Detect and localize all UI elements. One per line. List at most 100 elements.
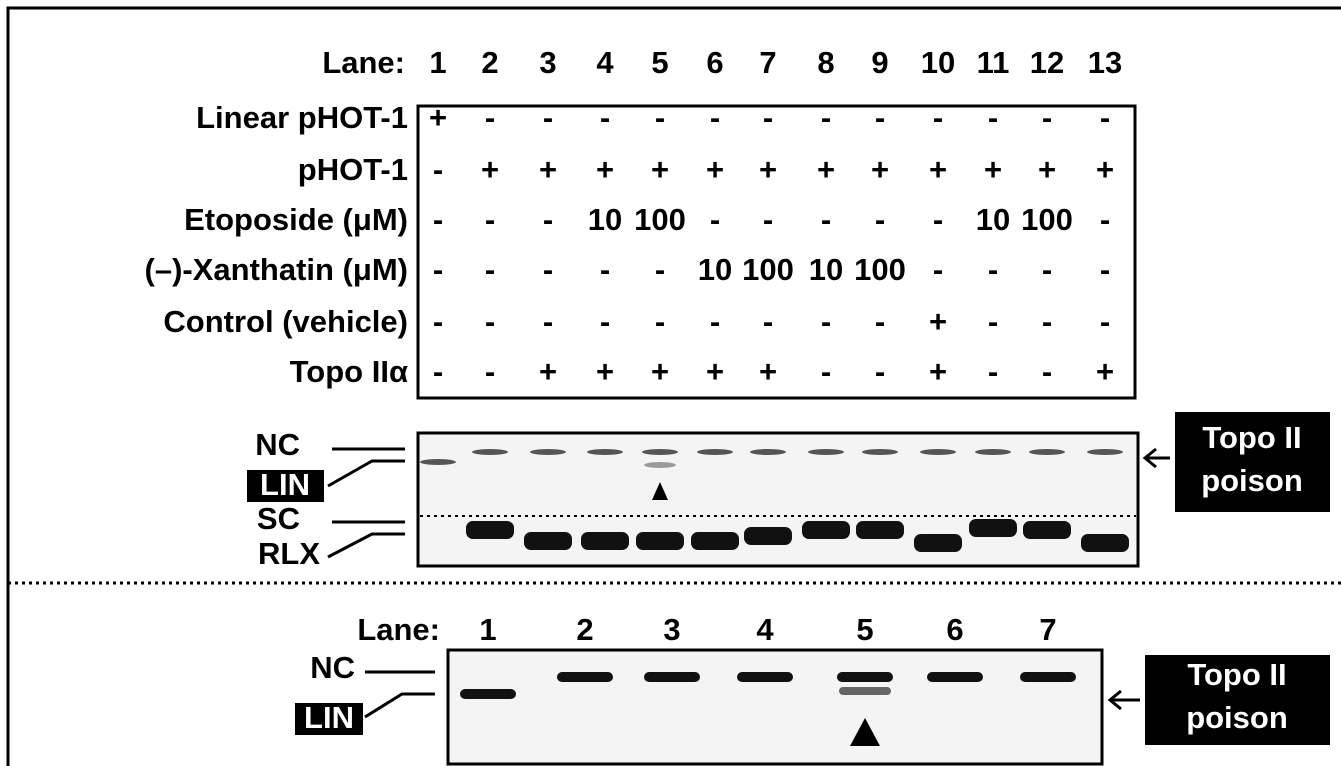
cell: + bbox=[817, 152, 835, 187]
cell: - bbox=[710, 202, 720, 237]
cell: - bbox=[485, 304, 495, 339]
cell: - bbox=[433, 202, 443, 237]
lane-label: Lane: bbox=[322, 45, 405, 80]
band bbox=[691, 532, 739, 550]
cell: + bbox=[651, 152, 669, 187]
gel-label: RLX bbox=[258, 536, 320, 571]
cell: + bbox=[429, 100, 447, 135]
lane-number: 13 bbox=[1088, 45, 1122, 80]
band bbox=[856, 521, 904, 539]
cell: 10 bbox=[809, 252, 843, 287]
band bbox=[581, 532, 629, 550]
cell: - bbox=[821, 304, 831, 339]
side-arrow bbox=[1145, 449, 1170, 467]
cell: - bbox=[543, 202, 553, 237]
side-label: poison bbox=[1201, 463, 1303, 498]
lane-number: 6 bbox=[706, 45, 723, 80]
cell: + bbox=[651, 354, 669, 389]
lane-number: 3 bbox=[539, 45, 556, 80]
cell: 100 bbox=[854, 252, 906, 287]
cell: - bbox=[988, 304, 998, 339]
cell: - bbox=[875, 304, 885, 339]
band bbox=[697, 449, 733, 455]
band bbox=[1081, 534, 1129, 552]
band bbox=[644, 462, 676, 468]
cell: - bbox=[1042, 304, 1052, 339]
cell: + bbox=[871, 152, 889, 187]
side-label: Topo II bbox=[1202, 420, 1301, 455]
band bbox=[636, 532, 684, 550]
cell: - bbox=[875, 354, 885, 389]
band bbox=[1023, 521, 1071, 539]
cell: - bbox=[988, 252, 998, 287]
cell: - bbox=[543, 100, 553, 135]
band bbox=[642, 449, 678, 455]
lane-number: 3 bbox=[663, 612, 680, 647]
cell: - bbox=[485, 202, 495, 237]
cell: 100 bbox=[634, 202, 686, 237]
lane-number: 10 bbox=[921, 45, 955, 80]
cell: 10 bbox=[976, 202, 1010, 237]
side-arrow bbox=[1110, 691, 1140, 709]
band bbox=[914, 534, 962, 552]
cell: + bbox=[929, 152, 947, 187]
cell: - bbox=[485, 354, 495, 389]
cell: - bbox=[485, 100, 495, 135]
band bbox=[837, 672, 893, 682]
cell: - bbox=[763, 202, 773, 237]
cell: - bbox=[1100, 252, 1110, 287]
cell: - bbox=[710, 304, 720, 339]
cell: 100 bbox=[742, 252, 794, 287]
lane-number: 7 bbox=[1039, 612, 1056, 647]
row-label: pHOT-1 bbox=[298, 152, 408, 187]
cell: - bbox=[763, 100, 773, 135]
cell: - bbox=[655, 252, 665, 287]
side-label: poison bbox=[1186, 700, 1288, 735]
row-label: Control (vehicle) bbox=[163, 304, 408, 339]
cell: + bbox=[539, 354, 557, 389]
figure: Lane: NC LIN SC RLX Topo II poison Lane:… bbox=[0, 0, 1341, 766]
cell: - bbox=[655, 304, 665, 339]
cell: - bbox=[875, 100, 885, 135]
cell: - bbox=[821, 354, 831, 389]
band bbox=[969, 519, 1017, 537]
gel-label: SC bbox=[257, 501, 300, 536]
cell: - bbox=[1100, 202, 1110, 237]
band bbox=[1029, 449, 1065, 455]
lane-number: 9 bbox=[871, 45, 888, 80]
cell: - bbox=[433, 354, 443, 389]
cell: + bbox=[706, 152, 724, 187]
band bbox=[524, 532, 572, 550]
cell: - bbox=[1042, 100, 1052, 135]
band bbox=[862, 449, 898, 455]
cell: 10 bbox=[588, 202, 622, 237]
cell: + bbox=[929, 354, 947, 389]
lane-number: 7 bbox=[759, 45, 776, 80]
cell: + bbox=[759, 152, 777, 187]
lane-number: 2 bbox=[481, 45, 498, 80]
row-label: Topo IIα bbox=[290, 354, 408, 389]
cell: - bbox=[988, 100, 998, 135]
band bbox=[460, 689, 516, 699]
lane-number: 8 bbox=[817, 45, 834, 80]
lane-number: 4 bbox=[596, 45, 614, 80]
band bbox=[802, 521, 850, 539]
cell: - bbox=[485, 252, 495, 287]
cell: + bbox=[1096, 354, 1114, 389]
band bbox=[927, 672, 983, 682]
band bbox=[1087, 449, 1123, 455]
gel-label: NC bbox=[255, 427, 300, 462]
band bbox=[750, 449, 786, 455]
cell: - bbox=[1100, 304, 1110, 339]
cell: - bbox=[655, 100, 665, 135]
band bbox=[920, 449, 956, 455]
band bbox=[530, 449, 566, 455]
cell: - bbox=[821, 202, 831, 237]
band bbox=[557, 672, 613, 682]
band bbox=[744, 527, 792, 545]
lane-number: 5 bbox=[856, 612, 873, 647]
cell: - bbox=[821, 100, 831, 135]
cell: - bbox=[543, 304, 553, 339]
lane-number: 6 bbox=[946, 612, 963, 647]
cell: 100 bbox=[1021, 202, 1073, 237]
